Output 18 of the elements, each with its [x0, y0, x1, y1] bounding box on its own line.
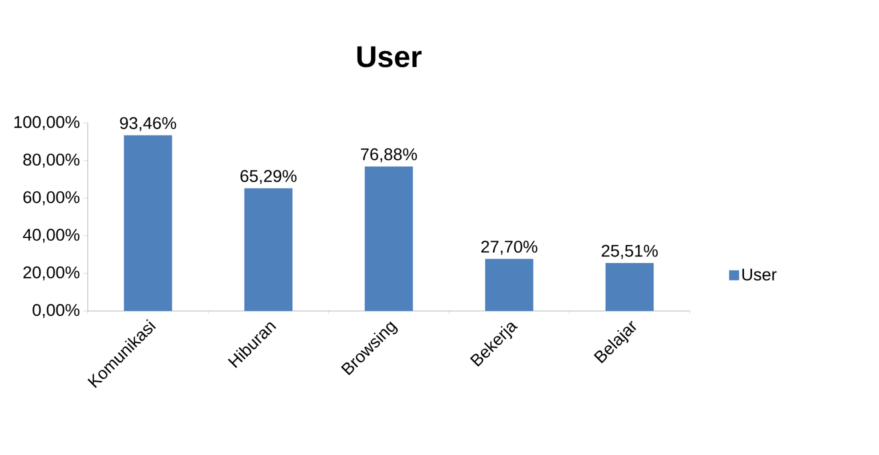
y-tick-label: 40,00% [22, 228, 80, 243]
data-label: 27,70% [481, 240, 538, 255]
y-tick-label: 100,00% [14, 116, 80, 130]
data-label: 93,46% [120, 117, 176, 132]
y-tick-label: 80,00% [23, 154, 80, 168]
legend-label: User [742, 268, 777, 281]
bar [606, 263, 654, 311]
data-label: 25,51% [602, 244, 658, 259]
bar [364, 166, 413, 311]
bar [244, 188, 292, 311]
y-tick-label: 20,00% [23, 266, 80, 280]
bar [124, 135, 172, 311]
bar [485, 258, 534, 311]
y-tick-label: 0,00% [32, 304, 80, 318]
y-tick-label: 60,00% [23, 191, 80, 206]
chart-title: User [357, 46, 422, 68]
data-label: 76,88% [360, 148, 417, 162]
data-label: 65,29% [240, 170, 297, 184]
